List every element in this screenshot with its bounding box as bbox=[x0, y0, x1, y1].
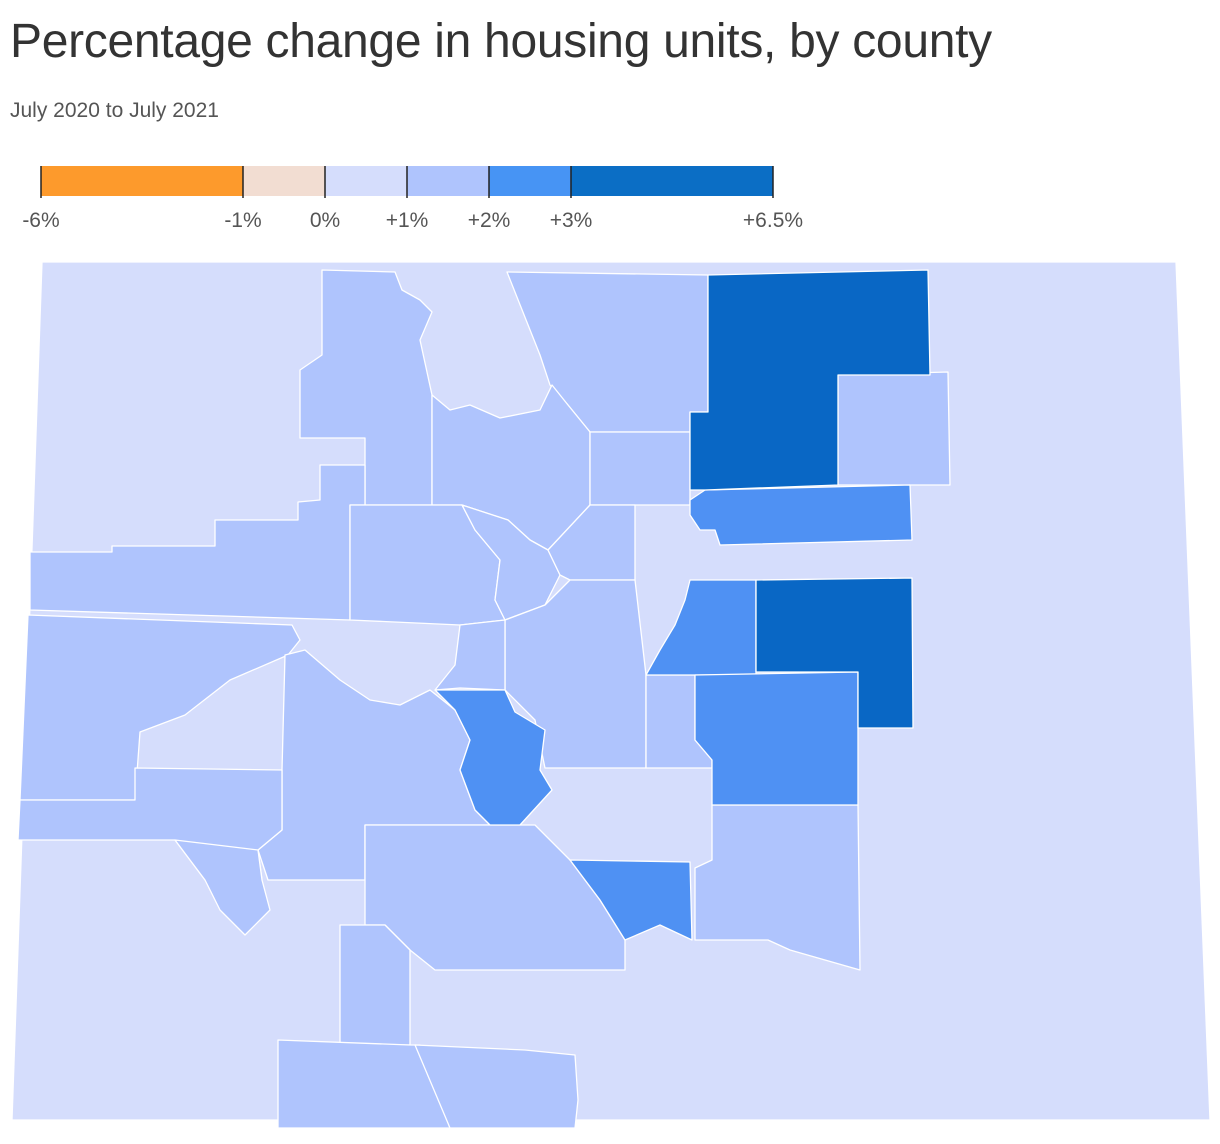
legend-tick-label: -6% bbox=[22, 209, 59, 232]
county-sedgwick-area bbox=[837, 371, 951, 486]
legend-swatch-5 bbox=[571, 166, 773, 196]
legend-tick-label: 0% bbox=[310, 209, 340, 232]
legend-tick-label: -1% bbox=[224, 209, 261, 232]
chart-subtitle: July 2020 to July 2021 bbox=[10, 99, 219, 122]
legend-swatch-3 bbox=[407, 166, 489, 196]
legend-tick-label: +6.5% bbox=[743, 209, 803, 232]
legend-tick-label: +2% bbox=[468, 209, 511, 232]
county-ouray bbox=[174, 839, 271, 936]
legend-tick-label: +3% bbox=[550, 209, 593, 232]
chart-title: Percentage change in housing units, by c… bbox=[10, 15, 992, 68]
colorado-county-map bbox=[11, 261, 1211, 1129]
county-weld-morgan bbox=[689, 269, 931, 491]
color-legend: -6% -1% 0% +1% +2% +3% +6.5% bbox=[22, 166, 803, 232]
county-boulder bbox=[589, 431, 691, 506]
county-mineral bbox=[339, 924, 411, 1046]
legend-swatch-1 bbox=[243, 166, 325, 196]
county-pitkin bbox=[434, 619, 506, 691]
county-conejos bbox=[414, 1044, 579, 1129]
legend-swatch-4 bbox=[489, 166, 571, 196]
legend-swatch-0 bbox=[41, 166, 243, 196]
legend-swatch-2 bbox=[325, 166, 407, 196]
county-pueblo bbox=[694, 804, 861, 971]
county-fremont-custer bbox=[569, 859, 693, 941]
county-chaffee bbox=[434, 689, 553, 826]
legend-tick-label: +1% bbox=[386, 209, 429, 232]
county-el-paso bbox=[694, 671, 859, 806]
county-adams bbox=[689, 484, 913, 546]
county-elbert bbox=[755, 577, 914, 729]
